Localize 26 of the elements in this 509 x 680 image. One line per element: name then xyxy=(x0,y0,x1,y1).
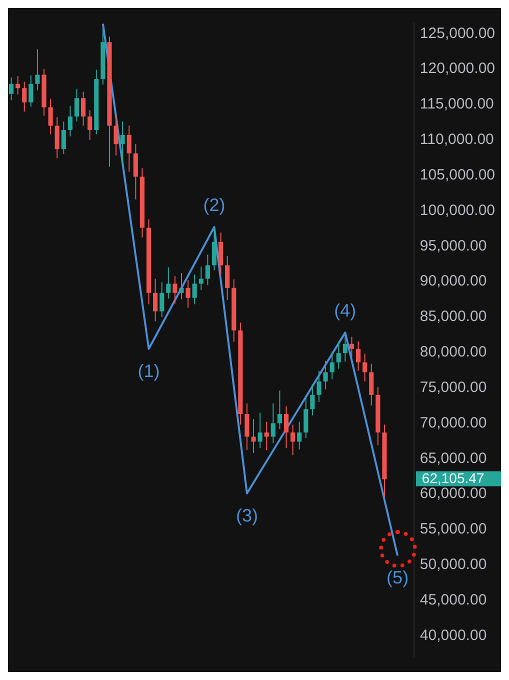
y-tick-label: 125,000.00 xyxy=(420,24,496,42)
y-tick-label: 65,000.00 xyxy=(420,450,487,467)
text: 62,105.47 xyxy=(422,470,484,486)
y-tick-label: 105,000.00 xyxy=(420,166,496,184)
y-tick-label: 110,000.00 xyxy=(420,131,494,148)
annotation: (4) xyxy=(334,300,356,321)
y-tick-label: 115,000.00 xyxy=(420,96,494,113)
y-tick-label: 80,000.00 xyxy=(420,344,487,361)
y-tick-label: 75,000.00 xyxy=(420,378,487,396)
annotation: (3) xyxy=(236,505,258,526)
annotation: (5) xyxy=(386,568,409,588)
candlestick xyxy=(35,48,40,91)
candlestick xyxy=(323,360,328,390)
y-tick-label: 120,000.00 xyxy=(420,60,496,78)
annotation: (1) xyxy=(138,360,160,381)
y-tick-label: 40,000.00 xyxy=(420,626,487,644)
y-tick-label: 70,000.00 xyxy=(420,414,487,432)
y-tick-label: 85,000.00 xyxy=(420,308,487,326)
y-tick-label: 90,000.00 xyxy=(420,272,487,290)
y-tick-label: 95,000.00 xyxy=(420,237,487,254)
y-tick-label: 50,000.00 xyxy=(420,556,487,574)
y-tick-label: 45,000.00 xyxy=(420,591,487,608)
annotation: (2) xyxy=(203,194,226,215)
y-tick-label: 100,000.00 xyxy=(420,202,496,219)
y-tick-label: 55,000.00 xyxy=(420,520,487,538)
y-tick-label: 60,000.00 xyxy=(420,485,487,502)
